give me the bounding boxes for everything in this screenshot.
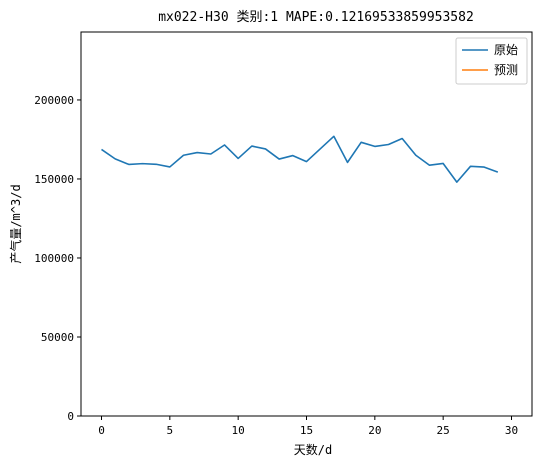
legend-label-0: 原始	[494, 43, 518, 57]
y-tick-label: 50000	[41, 331, 74, 344]
x-tick-label: 20	[368, 424, 381, 437]
x-tick-label: 15	[300, 424, 313, 437]
y-axis-label: 产气量/m^3/d	[8, 184, 23, 263]
series-layer	[101, 135, 499, 183]
x-tick-label: 0	[98, 424, 105, 437]
y-tick-label: 200000	[34, 94, 74, 107]
series-line-0	[101, 135, 499, 183]
legend-label-1: 预测	[494, 63, 518, 77]
x-tick-label: 25	[437, 424, 450, 437]
y-tick-label: 150000	[34, 173, 74, 186]
chart-title: mx022-H30 类别:1 MAPE:0.12169533859953582	[158, 10, 474, 25]
x-axis-label: 天数/d	[294, 442, 332, 457]
y-tick-label: 100000	[34, 252, 74, 265]
plot-frame	[80, 31, 533, 417]
y-tick-label: 0	[67, 410, 74, 423]
x-tick-label: 30	[505, 424, 518, 437]
x-axis: 0 5 10 15 20 25 30	[98, 416, 518, 437]
x-tick-label: 10	[232, 424, 245, 437]
y-axis: 0 50000 100000 150000 200000	[34, 94, 81, 423]
x-tick-label: 5	[167, 424, 174, 437]
